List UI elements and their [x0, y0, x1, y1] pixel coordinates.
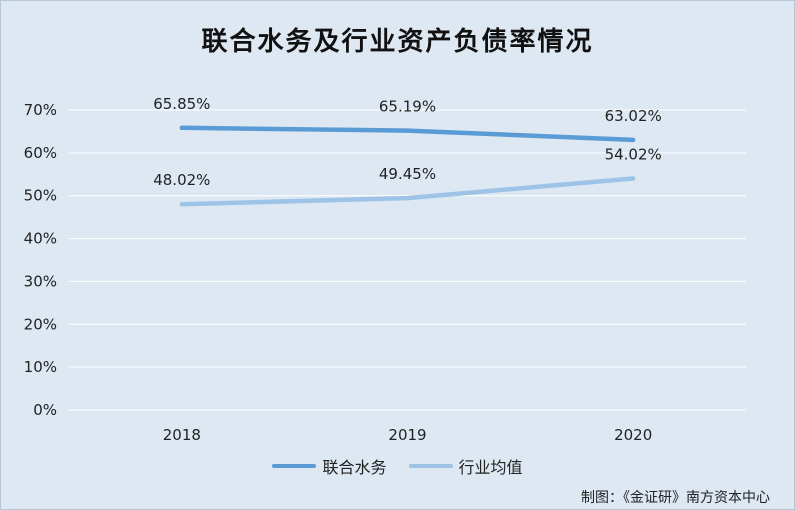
x-tick-label: 2018 [163, 426, 201, 444]
chart-title: 联合水务及行业资产负债率情况 [201, 27, 594, 57]
x-tick-label: 2019 [388, 426, 426, 444]
data-label: 63.02% [605, 107, 662, 125]
data-label: 48.02% [153, 171, 210, 189]
legend: 联合水务 行业均值 [1, 454, 794, 478]
legend-label-series-1: 联合水务 [322, 458, 387, 477]
y-tick-label: 10% [24, 358, 57, 376]
legend-swatch-series-2 [408, 464, 453, 468]
legend-swatch-series-1 [272, 464, 317, 468]
legend-label-series-2: 行业均值 [458, 458, 523, 477]
data-label: 49.45% [379, 165, 436, 183]
y-tick-label: 30% [24, 272, 57, 290]
data-label: 65.85% [153, 95, 210, 113]
data-label: 54.02% [605, 145, 662, 163]
y-tick-label: 40% [24, 230, 57, 248]
data-label: 65.19% [379, 98, 436, 116]
y-tick-label: 20% [24, 315, 57, 333]
y-tick-label: 0% [33, 401, 57, 419]
y-tick-label: 50% [24, 187, 57, 205]
y-tick-label: 60% [24, 144, 57, 162]
legend-item-series-2: 行业均值 [408, 454, 523, 478]
x-tick-label: 2020 [614, 426, 652, 444]
source-note: 制图：《金证研》南方资本中心 [581, 490, 770, 506]
y-tick-label: 70% [24, 101, 57, 119]
legend-item-series-1: 联合水务 [272, 454, 387, 478]
series-line-1 [179, 125, 636, 143]
series-line-2 [179, 176, 636, 207]
